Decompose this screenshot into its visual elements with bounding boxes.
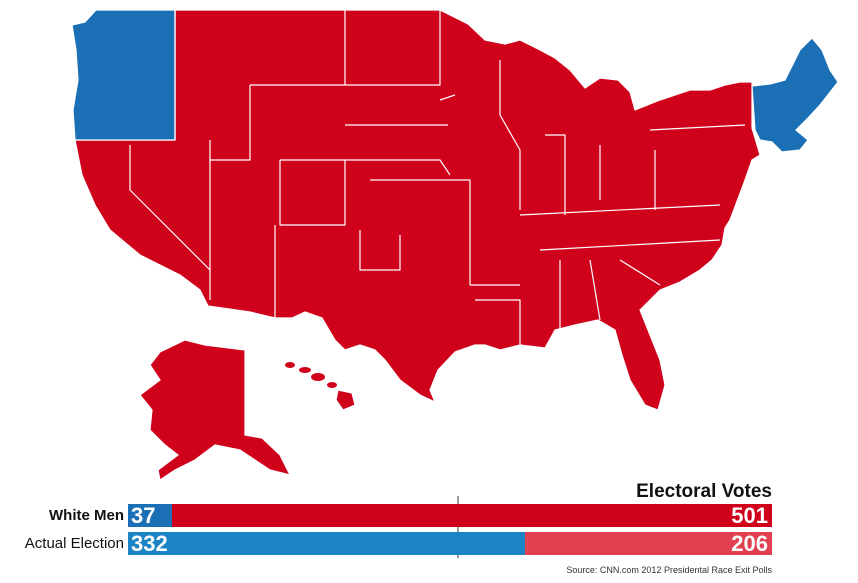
us-electoral-map (71, 9, 839, 480)
actual-election-label: Actual Election (24, 535, 124, 552)
white-men-label: White Men (49, 507, 124, 524)
actual-election-bar: 332 206 (128, 531, 772, 556)
white-men-dem-segment: 37 (128, 503, 172, 528)
majority-marker-line (457, 496, 459, 558)
alaska-red (139, 339, 291, 480)
actual-election-dem-segment: 332 (128, 531, 525, 556)
hawaii-red (285, 362, 356, 411)
new-england-blue (751, 37, 839, 153)
white-men-rep-segment: 501 (172, 503, 772, 528)
source-note: Source: CNN.com 2012 Presidental Race Ex… (566, 565, 772, 575)
actual-election-dem-value: 332 (131, 531, 168, 556)
electoral-votes-title: Electoral Votes (636, 481, 772, 502)
white-men-bar: 37 501 (128, 503, 772, 528)
white-men-rep-value: 501 (731, 503, 768, 528)
white-men-row: White Men 37 501 (0, 503, 858, 528)
actual-election-row: Actual Election 332 206 (0, 531, 858, 556)
white-men-dem-value: 37 (131, 503, 156, 528)
contiguous-us-red (74, 9, 761, 411)
actual-election-rep-segment: 206 (525, 531, 772, 556)
washington-oregon-blue (71, 9, 176, 141)
state-borders (129, 10, 746, 345)
actual-election-rep-value: 206 (731, 531, 768, 556)
